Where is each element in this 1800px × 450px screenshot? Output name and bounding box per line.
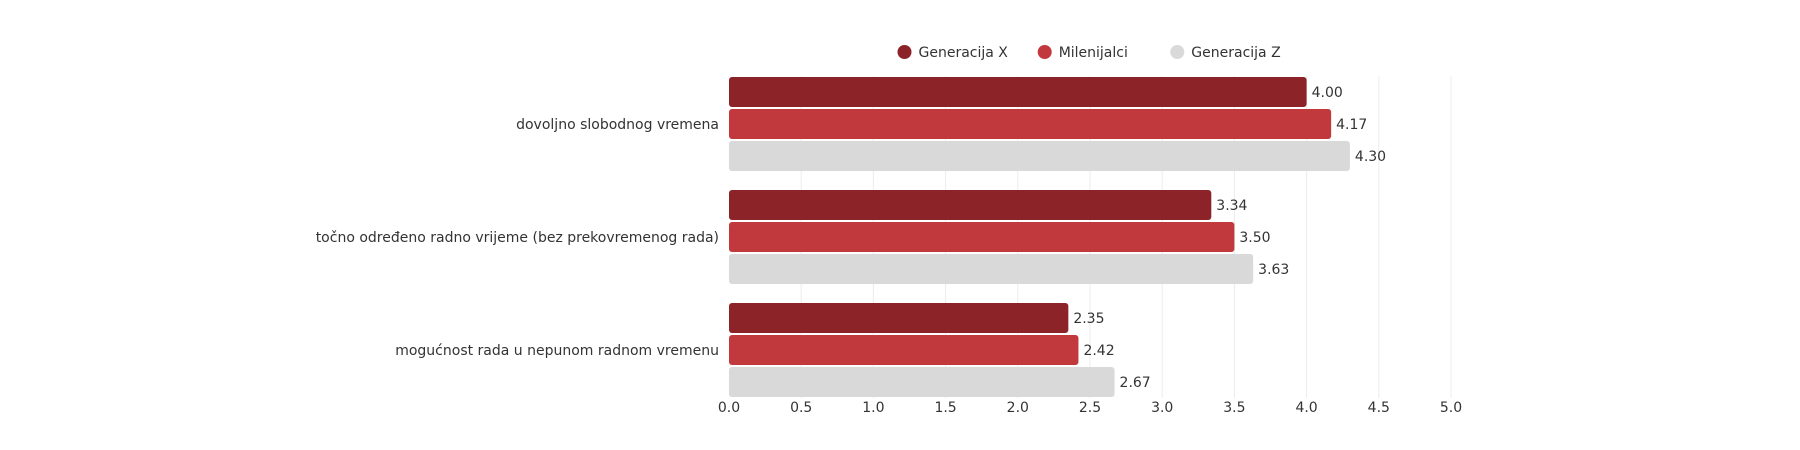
bar xyxy=(729,77,1307,107)
x-tick-label: 4.5 xyxy=(1368,400,1390,416)
x-tick-label: 0.5 xyxy=(790,400,812,416)
bar xyxy=(729,303,1069,333)
category-labels: dovoljno slobodnog vremena točno određeno… xyxy=(316,117,719,359)
legend-marker xyxy=(1037,45,1052,59)
x-tick-label: 1.0 xyxy=(862,400,884,416)
legend-label: Milenijalci xyxy=(1059,45,1128,61)
bar xyxy=(729,335,1079,365)
x-tick-label: 3.0 xyxy=(1151,400,1173,416)
x-tick-label: 2.5 xyxy=(1079,400,1101,416)
data-label: 2.42 xyxy=(1083,343,1114,359)
value-labels: 4.00 4.17 4.30 3.34 3.50 3.63 2.35 2.42 2.67 xyxy=(1073,85,1386,391)
x-tick-label: 3.5 xyxy=(1223,400,1245,416)
data-label: 4.17 xyxy=(1336,117,1367,133)
category-label: točno određeno radno vrijeme (bez prekov… xyxy=(316,230,719,246)
legend-label: Generacija Z xyxy=(1191,45,1280,61)
data-label: 4.00 xyxy=(1312,85,1343,101)
legend: Generacija X Milenijalci Generacija Z xyxy=(897,45,1281,61)
legend-marker xyxy=(897,45,912,59)
bar xyxy=(729,254,1254,284)
bar xyxy=(729,222,1235,252)
bar xyxy=(729,141,1350,171)
data-label: 3.50 xyxy=(1239,230,1270,246)
category-label: mogućnost rada u nepunom radnom vremenu xyxy=(395,343,719,359)
data-label: 3.63 xyxy=(1258,262,1289,278)
x-tick-label: 2.0 xyxy=(1007,400,1029,416)
data-label: 2.35 xyxy=(1073,311,1104,327)
data-label: 3.34 xyxy=(1216,198,1247,214)
x-axis-ticks: 0.0 0.5 1.0 1.5 2.0 2.5 3.0 3.5 4.0 4.5 5.0 xyxy=(718,400,1462,416)
bar xyxy=(729,109,1332,139)
x-tick-label: 0.0 xyxy=(718,400,740,416)
bar xyxy=(729,190,1212,220)
data-label: 2.67 xyxy=(1120,375,1151,391)
data-label: 4.30 xyxy=(1355,149,1386,165)
bar xyxy=(729,367,1115,397)
x-tick-label: 1.5 xyxy=(934,400,956,416)
x-tick-label: 4.0 xyxy=(1295,400,1317,416)
x-tick-label: 5.0 xyxy=(1440,400,1462,416)
category-label: dovoljno slobodnog vremena xyxy=(516,117,719,133)
legend-label: Generacija X xyxy=(919,45,1009,61)
legend-marker xyxy=(1170,45,1185,59)
bars xyxy=(729,77,1350,397)
